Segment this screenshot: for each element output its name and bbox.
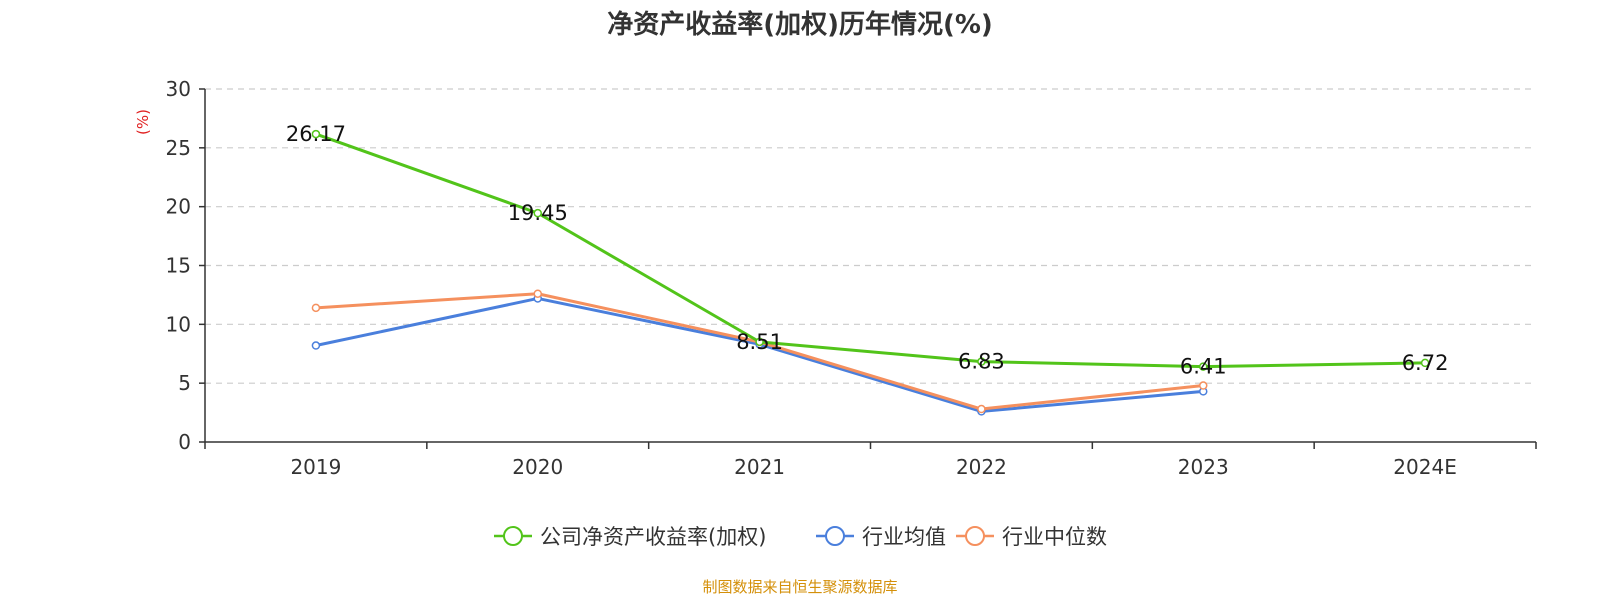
y-axis-label: (%) (134, 109, 152, 135)
x-tick-label: 2024E (1393, 455, 1457, 479)
x-tick-label: 2021 (734, 455, 785, 479)
series-line-0 (315, 132, 1426, 369)
data-point (977, 357, 986, 366)
grid-lines (205, 88, 1536, 384)
axes (199, 88, 1537, 449)
data-point (311, 129, 321, 139)
y-tick-label: 30 (166, 77, 191, 101)
series-lines (311, 129, 1430, 416)
legend-label: 行业均值 (862, 525, 946, 549)
data-point (1420, 358, 1430, 368)
y-tick-label: 20 (166, 195, 191, 219)
data-point (755, 337, 764, 347)
y-tick-labels: 0 5 10 15 20 25 30 (166, 77, 191, 454)
data-point (1199, 362, 1208, 371)
data-point (311, 303, 321, 313)
legend-item-1[interactable]: 行业均值 (816, 525, 946, 549)
data-point (311, 341, 321, 350)
chart-title: 净资产收益率(加权)历年情况(%) (607, 9, 993, 40)
data-point (533, 289, 542, 298)
data-label: 26.17 (286, 122, 346, 146)
data-label: 6.72 (1402, 351, 1449, 375)
legend-swatch-circle (965, 526, 985, 546)
data-point (1199, 381, 1208, 390)
y-tick-label: 5 (178, 371, 191, 395)
data-point (533, 208, 542, 218)
source-note: 制图数据来自恒生聚源数据库 (702, 578, 897, 596)
y-tick-label: 25 (166, 136, 191, 160)
legend-swatch-circle (825, 526, 845, 546)
x-tick-label: 2022 (956, 455, 1007, 479)
legend-item-0[interactable]: 公司净资产收益率(加权) (494, 525, 766, 549)
x-tick-labels: 2019 2020 2021 2022 2023 2024E (290, 455, 1456, 479)
legend-label: 公司净资产收益率(加权) (540, 525, 766, 549)
data-label: 19.45 (508, 201, 568, 225)
y-tick-label: 0 (178, 430, 191, 454)
data-label: 6.41 (1180, 355, 1227, 379)
legend[interactable]: 公司净资产收益率(加权) 行业均值 行业中位数 (494, 525, 1107, 549)
legend-label: 行业中位数 (1002, 525, 1107, 549)
legend-item-2[interactable]: 行业中位数 (956, 525, 1107, 549)
y-tick-label: 10 (166, 312, 191, 336)
data-label: 8.51 (736, 330, 783, 354)
data-label: 6.83 (958, 350, 1005, 374)
y-tick-label: 15 (166, 254, 191, 278)
data-point (977, 404, 986, 414)
x-tick-label: 2019 (290, 455, 341, 479)
x-tick-label: 2020 (512, 455, 563, 479)
x-tick-label: 2023 (1178, 455, 1229, 479)
legend-swatch-circle (503, 526, 523, 546)
series-line-1 (315, 296, 1204, 413)
data-labels: 26.17 19.45 8.51 6.83 6.41 6.72 (286, 122, 1449, 379)
